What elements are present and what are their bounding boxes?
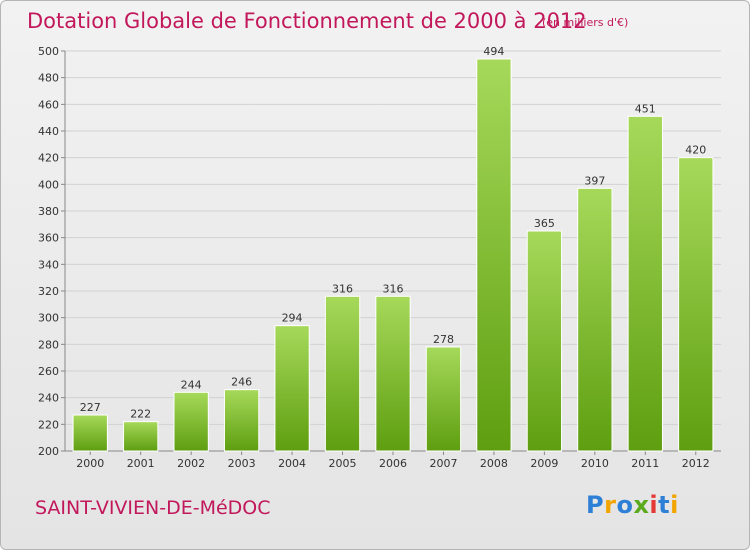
- x-tick-label: 2009: [530, 457, 558, 470]
- bar-2005: [324, 295, 361, 452]
- x-tick-label: 2012: [682, 457, 710, 470]
- y-tick-label: 220: [38, 418, 59, 431]
- x-tick-label: 2010: [581, 457, 609, 470]
- x-tick-label: 2005: [329, 457, 357, 470]
- x-tick-label: 2007: [429, 457, 457, 470]
- y-tick-label: 440: [38, 125, 59, 138]
- bar-2011: [627, 115, 663, 452]
- x-tick-label: 2002: [177, 457, 205, 470]
- bars: [72, 58, 714, 452]
- bar-value-label: 222: [130, 408, 151, 421]
- bar-2009: [526, 230, 563, 452]
- y-tick-label: 340: [38, 258, 59, 271]
- bar-value-label: 365: [534, 217, 555, 230]
- proxiti-logo[interactable]: Proxiti: [586, 491, 679, 519]
- logo-letter: r: [604, 491, 617, 519]
- logo-letter: i: [649, 491, 659, 519]
- y-tick-label: 240: [38, 392, 59, 405]
- y-tick-label: 420: [38, 152, 59, 165]
- y-tick-label: 360: [38, 232, 59, 245]
- bar-value-label: 244: [181, 378, 202, 391]
- bar-value-label: 316: [332, 282, 353, 295]
- y-tick-label: 480: [38, 72, 59, 85]
- bar-value-label: 494: [483, 45, 504, 58]
- bar-2008: [476, 58, 512, 452]
- y-tick-label: 320: [38, 285, 59, 298]
- bar-2007: [425, 346, 462, 452]
- bar-2004: [274, 325, 310, 452]
- axes: 200 220 240 260 280 300 320 340 360 380 400 420 440 4…: [38, 45, 721, 470]
- y-tick-label: 260: [38, 365, 59, 378]
- logo-letter: o: [616, 491, 634, 519]
- x-tick-label: 2004: [278, 457, 306, 470]
- logo-letter: x: [633, 491, 650, 519]
- logo-letter: t: [658, 491, 671, 519]
- y-tick-label: 300: [38, 312, 59, 325]
- bar-value-label: 246: [231, 376, 252, 389]
- bar-value-label: 420: [685, 144, 706, 157]
- bar-2012: [678, 157, 714, 452]
- bar-value-label: 294: [282, 312, 303, 325]
- x-tick-label: 2008: [480, 457, 508, 470]
- x-tick-label: 2011: [631, 457, 659, 470]
- y-tick-label: 500: [38, 45, 59, 58]
- bar-value-label: 451: [635, 102, 656, 115]
- x-tick-label: 2006: [379, 457, 407, 470]
- y-tick-label: 400: [38, 178, 59, 191]
- y-tick-label: 200: [38, 445, 59, 458]
- bar-2000: [72, 414, 108, 452]
- bar-value-label: 278: [433, 333, 454, 346]
- chart-subtitle: (en milliers d'€): [542, 16, 629, 29]
- logo-letter: i: [670, 491, 679, 519]
- bar-value-label: 316: [383, 282, 404, 295]
- bar-2006: [375, 295, 411, 452]
- town-name: SAINT-VIVIEN-DE-MéDOC: [35, 497, 271, 519]
- chart-title: Dotation Globale de Fonctionnement de 20…: [27, 9, 587, 33]
- bar-2002: [173, 391, 209, 452]
- x-tick-label: 2001: [127, 457, 155, 470]
- logo-letter: P: [586, 491, 605, 519]
- data-labels: 227 222 244 246 294 316 316 278 494 365 397 451 420: [80, 45, 707, 421]
- x-tick-label: 2000: [76, 457, 104, 470]
- bar-value-label: 397: [584, 174, 605, 187]
- y-tick-label: 280: [38, 338, 59, 351]
- bar-value-label: 227: [80, 401, 101, 414]
- x-tick-label: 2003: [228, 457, 256, 470]
- bar-2001: [123, 421, 159, 452]
- y-tick-label: 460: [38, 98, 59, 111]
- y-tick-label: 380: [38, 205, 59, 218]
- bar-2010: [577, 187, 613, 452]
- bar-2003: [223, 389, 260, 452]
